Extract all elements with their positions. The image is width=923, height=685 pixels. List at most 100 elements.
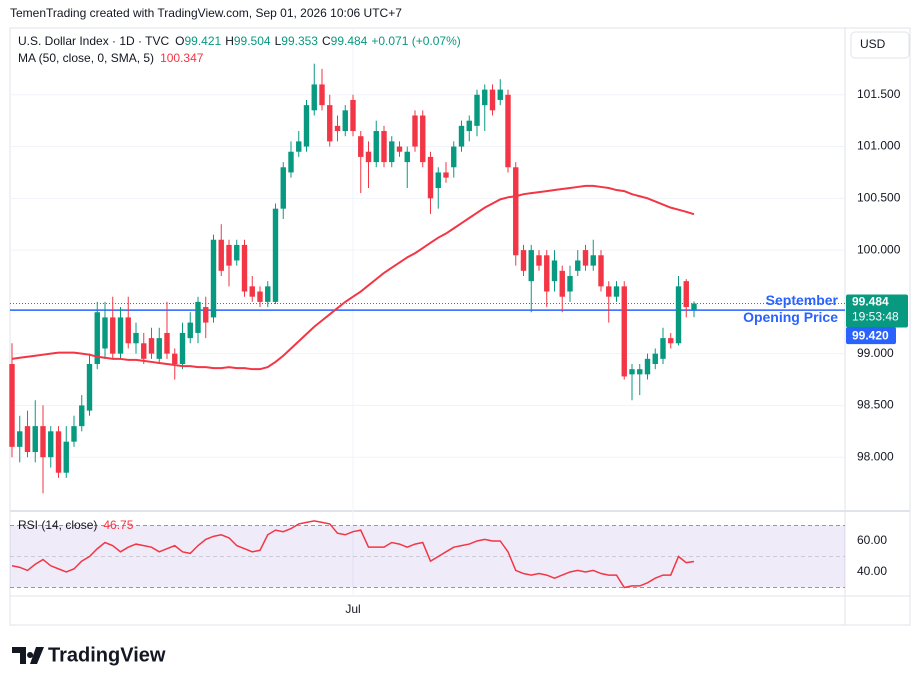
candle-body [257,291,263,302]
ma-legend: MA (50, close, 0, SMA, 5) 100.347 [18,51,204,65]
candle-body [536,255,542,266]
candle-body [381,131,387,163]
candle-body [40,426,46,458]
y-tick-label: 100.500 [857,191,901,205]
candle-body [489,89,496,111]
candle-body [17,431,23,447]
candle-body [606,286,612,297]
legend-key: L [275,34,282,48]
candle-body [203,307,209,323]
candle-body [497,89,503,100]
candle-body [125,317,131,344]
candle-body [373,131,379,163]
candle-body [621,286,627,377]
candle-body [582,250,589,266]
candle-body [71,426,77,442]
legend: U.S. Dollar Index · 1D · TVC O99.421 H99.5… [18,34,461,48]
candle-body [319,84,325,106]
candle-body [474,94,480,126]
candle-body [133,332,139,344]
candle-body [598,255,604,287]
candle-body [86,364,93,411]
rsi-line [11,520,695,589]
candle-body [311,84,317,111]
candle-body [172,353,178,365]
candle-body [148,338,155,354]
rsi-legend: RSI (14, close) 46.75 [18,518,134,532]
candle-body [435,172,441,188]
candle-body [48,431,54,458]
candle-body [420,115,426,163]
legend-key: H [225,34,234,48]
candle-body [79,405,85,427]
candle-body [350,99,356,132]
legend-value: 99.421 [185,34,222,48]
candle-body [210,239,217,318]
brand-icon [12,647,44,664]
candle-body [559,270,565,297]
plot-frame [9,27,911,626]
candle-body [544,255,550,292]
candle-body [110,317,116,354]
candle-body [466,120,472,132]
candle-body [520,250,527,271]
candle-body [683,281,689,308]
candle-body [164,332,170,354]
legend-key: O [175,34,184,48]
candle-body [652,353,658,365]
countdown-label: 19:53:48 [852,310,899,324]
candle-body [389,141,395,163]
legend-change: +0.071 (+0.07%) [371,34,460,48]
candle-body [637,369,643,375]
rsi-name: RSI (14, close) [18,518,97,532]
candle-body [187,322,193,339]
candle-body [141,343,147,359]
ma-name: MA (50, close, 0, SMA, 5) [18,51,154,65]
candle-body [505,94,511,168]
candle-body [241,244,248,292]
rsi-tick-label: 60.00 [857,533,887,547]
candle-body [675,286,682,344]
candle-body [660,338,666,359]
candle-body [358,136,364,157]
candle-body [102,317,108,349]
candle-body [427,156,434,199]
y-tick-label: 98.000 [857,449,894,463]
candle-body [551,260,558,282]
header: TemenTrading created with TradingView.co… [10,6,402,20]
candle-body [226,244,232,266]
candle-body [63,441,69,473]
y-tick-label: 100.000 [857,242,901,256]
candle-body [342,110,348,132]
candle-body [668,338,674,344]
y-tick-label: 101.500 [857,87,901,101]
candle-body [288,151,294,173]
candle-body [613,286,620,297]
brand-name: TradingView [48,644,166,666]
candle-body [218,239,224,271]
candle-body [396,146,403,152]
candle-body [443,172,449,178]
last-price-label: 99.484 [852,295,889,309]
candle-body [567,275,573,292]
candle-body [32,426,38,453]
candle-body [644,358,651,375]
candle-body [156,338,162,359]
candle-body [404,151,410,163]
candle-body [513,167,519,256]
candle-body [590,255,596,266]
candle-body [303,105,310,147]
legend-value: 99.353 [281,34,318,48]
opening-price-label: 99.420 [852,328,889,342]
legend-key: C [322,34,331,48]
candle-body [55,431,62,473]
candle-body [575,260,581,271]
candle-body [691,303,697,311]
candle-body [482,89,488,106]
currency-button [850,31,910,59]
candle-body [412,115,418,147]
candle-body [94,312,100,365]
candle-body [327,105,333,142]
y-tick-label: 101.000 [857,139,901,153]
candle-body [234,244,240,261]
